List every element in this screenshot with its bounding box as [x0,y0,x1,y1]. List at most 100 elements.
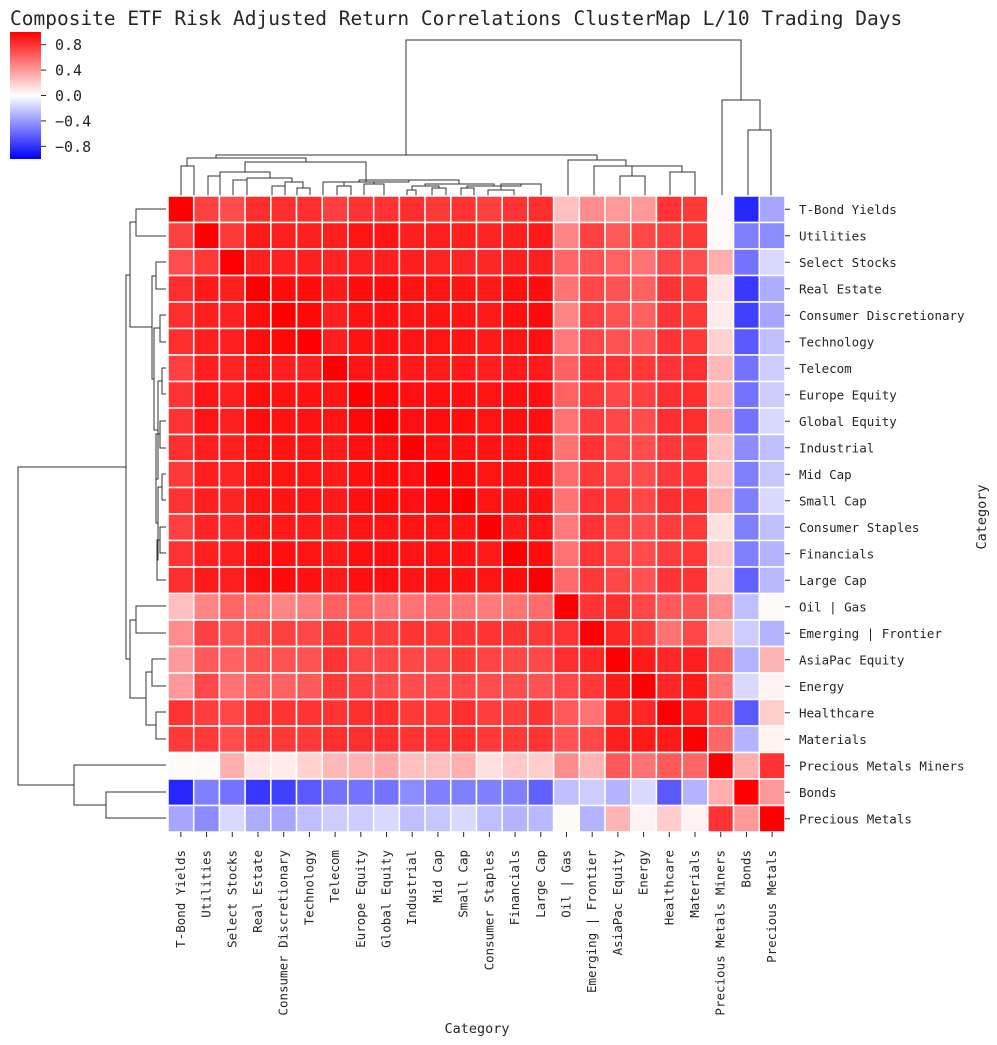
heatmap-cell [475,725,503,754]
heatmap-cell [578,566,606,595]
heatmap-cell [604,301,632,330]
heatmap-cell [424,778,452,807]
heatmap-cell [655,407,683,436]
colorbar-tick-label: 0.8 [55,36,82,54]
heatmap-cell [398,460,426,489]
heatmap-cell [372,380,401,409]
heatmap-cell [398,301,426,330]
heatmap-cell [655,380,683,409]
heatmap-cell [244,698,272,727]
heatmap-cell [424,433,452,462]
heatmap-cell [732,195,761,224]
heatmap-cell [578,460,606,489]
heatmap-cell [192,486,221,515]
heatmap-cell [501,248,529,277]
heatmap-cell [630,221,658,250]
x-tick-label: Mid Cap [430,850,445,903]
heatmap-cell [630,513,658,542]
heatmap-cell [552,354,581,383]
heatmap-cell [578,778,606,807]
heatmap-cell [295,274,324,303]
heatmap-cell [450,486,478,515]
heatmap-cell [732,566,761,595]
heatmap-cell [192,327,221,356]
heatmap-cell [424,380,452,409]
x-tick-label: Global Equity [379,850,394,948]
heatmap-cell [295,195,324,224]
heatmap-cell [501,407,529,436]
heatmap-cell [732,513,761,542]
heatmap-cell [424,698,452,727]
heatmap-cell [552,433,581,462]
heatmap-cell [295,751,324,780]
heatmap-cell [758,274,786,303]
heatmap-cell [552,566,581,595]
heatmap-cell [578,645,606,674]
heatmap-cell [527,221,555,250]
heatmap-cell [398,407,426,436]
heatmap-cell [450,539,478,568]
heatmap-cell [527,460,555,489]
heatmap-cell [372,725,401,754]
heatmap-cell [244,539,272,568]
heatmap-cell [295,539,324,568]
heatmap-cell [630,460,658,489]
heatmap-cell [655,513,683,542]
heatmap-cell [347,645,375,674]
heatmap-cell [707,751,735,780]
heatmap-cell [707,513,735,542]
heatmap-cell [475,274,503,303]
heatmap-cell [424,804,452,833]
heatmap-cell [578,301,606,330]
heatmap-cell [347,221,375,250]
heatmap-cell [321,778,349,807]
y-tick-label: Real Estate [799,281,882,296]
heatmap-cell [732,778,761,807]
heatmap-cell [655,645,683,674]
heatmap-cell [347,566,375,595]
heatmap-cell [192,433,221,462]
heatmap-cell [450,566,478,595]
heatmap-cell [758,460,786,489]
heatmap-cell [655,539,683,568]
heatmap-cell [295,327,324,356]
heatmap-cell [321,751,349,780]
heatmap-cell [167,539,195,568]
heatmap-cell [552,248,581,277]
heatmap-cell [244,513,272,542]
heatmap-cell [398,539,426,568]
heatmap-cell [527,486,555,515]
heatmap-cell [630,592,658,621]
heatmap-cell [681,698,709,727]
heatmap-cell [707,354,735,383]
heatmap-cell [578,539,606,568]
heatmap-cell [244,566,272,595]
heatmap-cell [450,195,478,224]
heatmap-cell [758,327,786,356]
heatmap-cell [707,486,735,515]
heatmap-cell [372,592,401,621]
heatmap-cell [681,433,709,462]
x-tick-label: Telecom [327,850,342,903]
heatmap-cell [630,486,658,515]
heatmap-cell [372,566,401,595]
heatmap-cell [732,460,761,489]
heatmap-cell [475,619,503,648]
heatmap-cell [424,672,452,701]
heatmap-cell [218,327,246,356]
heatmap-cell [681,513,709,542]
heatmap-cell [372,672,401,701]
heatmap-cell [372,645,401,674]
heatmap-cell [347,433,375,462]
heatmap-cell [655,460,683,489]
heatmap-cell [450,698,478,727]
x-tick-label: Real Estate [250,850,265,933]
heatmap-cell [450,460,478,489]
heatmap-cell [475,248,503,277]
heatmap-cell [321,380,349,409]
heatmap-cell [218,698,246,727]
heatmap-cell [192,539,221,568]
heatmap-cell [501,778,529,807]
heatmap-cell [732,645,761,674]
heatmap-cell [604,619,632,648]
